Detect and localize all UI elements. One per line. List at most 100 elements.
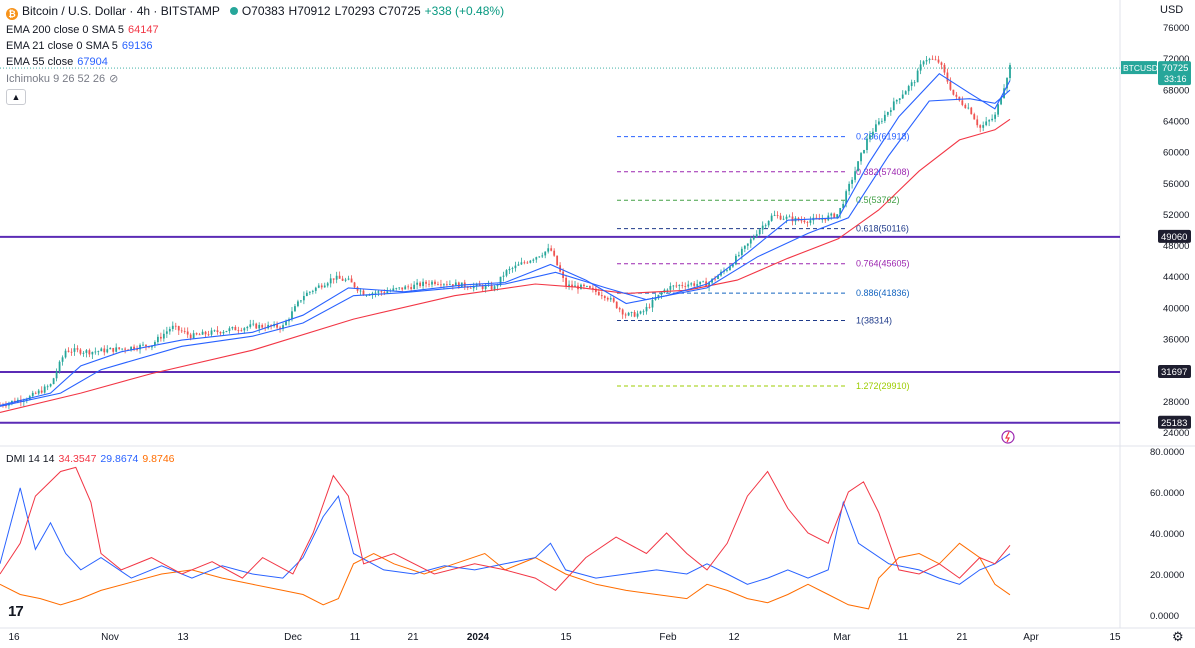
currency-label[interactable]: USD — [1160, 4, 1184, 16]
tradingview-logo[interactable]: 17 — [8, 603, 24, 620]
candle — [863, 149, 865, 154]
x-tick-label: 12 — [728, 632, 740, 643]
candle — [216, 326, 219, 335]
candle — [448, 280, 451, 286]
candle-body — [836, 214, 839, 218]
indicator-label: Ichimoku 9 26 52 26 — [6, 73, 106, 85]
candle — [916, 68, 919, 83]
candle-body — [362, 290, 365, 296]
indicator-label: EMA 55 close — [6, 56, 74, 68]
collapse-legend-button[interactable]: ▲ — [6, 89, 26, 105]
candle-body — [872, 131, 874, 136]
candle — [609, 295, 612, 302]
x-tick-label: Dec — [284, 632, 302, 643]
candle-body — [198, 334, 201, 336]
candle — [112, 347, 115, 355]
x-tick-label: 21 — [956, 632, 968, 643]
candle-body — [627, 312, 630, 316]
candle-body — [228, 328, 231, 332]
indicator-ichimoku[interactable]: Ichimoku 9 26 52 26 ⊘ — [6, 72, 122, 86]
candle-body — [541, 255, 544, 257]
dmi-y-tick-label: 20.0000 — [1150, 570, 1184, 581]
candle-body — [642, 311, 645, 313]
candle — [440, 279, 442, 289]
indicator-ema21[interactable]: EMA 21 close 0 SMA 5 69136 — [6, 39, 156, 53]
candle — [308, 291, 311, 296]
candle — [419, 281, 421, 288]
dmi-legend[interactable]: DMI 14 14 34.3547 29.8674 9.8746 — [6, 452, 179, 466]
candle-body — [946, 72, 949, 82]
candle-body — [583, 284, 585, 287]
candle-body — [112, 347, 115, 352]
candle-body — [255, 323, 258, 329]
candle — [529, 259, 532, 264]
candle-body — [73, 348, 76, 352]
candle-body — [508, 268, 511, 271]
candle-body — [67, 350, 70, 352]
candle-body — [335, 275, 338, 280]
candle — [782, 215, 785, 221]
indicator-ema200[interactable]: EMA 200 close 0 SMA 5 64147 — [6, 23, 163, 37]
adx-value: 9.8746 — [142, 453, 175, 465]
candle-body — [714, 278, 716, 280]
candle — [159, 332, 162, 342]
candle — [589, 285, 591, 289]
candle-body — [392, 288, 395, 291]
fib-level-label: 0.764(45605) — [856, 259, 910, 269]
candle — [901, 90, 904, 100]
y-tick-label: 40000 — [1163, 303, 1189, 314]
candle-body — [282, 325, 284, 329]
candle-body — [565, 277, 567, 287]
hidden-eye-icon[interactable]: ⊘ — [109, 73, 119, 85]
candle-body — [553, 250, 556, 256]
candle-body — [550, 248, 553, 251]
candle-body — [502, 275, 505, 277]
candle-body — [949, 81, 952, 90]
dmi-label: DMI 14 14 — [6, 453, 55, 465]
candle — [973, 112, 976, 120]
candle-body — [475, 284, 478, 286]
candle — [82, 351, 85, 357]
settings-gear-icon[interactable]: ⚙ — [1172, 629, 1184, 644]
candle-body — [928, 58, 931, 61]
y-tick-label: 64000 — [1163, 116, 1189, 127]
y-tick-label: 72000 — [1163, 54, 1189, 65]
candle-body — [136, 349, 138, 350]
countdown-label: 33:16 — [1164, 74, 1187, 84]
candle — [478, 280, 481, 286]
candle-body — [249, 324, 252, 327]
candle — [612, 296, 615, 304]
candle-body — [952, 89, 955, 95]
candle — [225, 330, 228, 333]
x-tick-label: 16 — [8, 632, 20, 643]
candle — [624, 312, 627, 319]
candle-body — [189, 334, 192, 339]
candle-body — [678, 285, 681, 287]
candle — [851, 177, 853, 189]
candle-body — [401, 287, 404, 290]
candle-body — [413, 284, 416, 290]
candle — [961, 96, 964, 107]
candle — [168, 326, 171, 335]
candle — [755, 230, 758, 239]
candle — [729, 263, 731, 271]
candle — [282, 322, 284, 332]
symbol-header[interactable]: ₿ Bitcoin / U.S. Dollar · 4h · BITSTAMP O7… — [6, 4, 508, 20]
candle — [565, 274, 567, 290]
candle — [776, 211, 779, 219]
candle-body — [329, 278, 332, 284]
candle — [246, 325, 249, 332]
candle-body — [886, 112, 889, 115]
indicator-ema55[interactable]: EMA 55 close 67904 — [6, 55, 112, 69]
candle — [630, 311, 633, 317]
candle — [535, 256, 538, 263]
candle-body — [443, 284, 445, 286]
candle — [577, 282, 579, 294]
candle-body — [1006, 78, 1008, 89]
candle — [517, 261, 520, 266]
candle — [130, 346, 132, 352]
dmi-y-tick-label: 80.0000 — [1150, 447, 1184, 458]
candle — [434, 279, 436, 286]
candle — [1000, 97, 1002, 106]
